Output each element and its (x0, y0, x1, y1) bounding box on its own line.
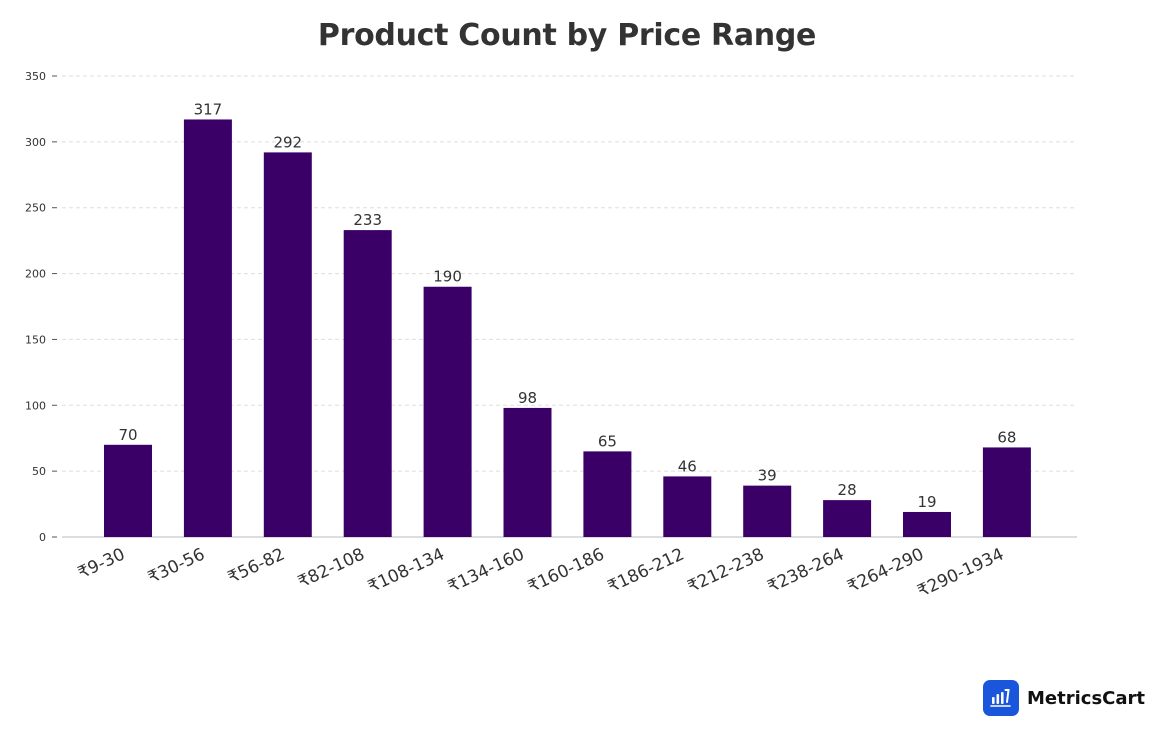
data-label: 65 (598, 432, 617, 450)
bar (183, 119, 232, 538)
y-tick-label: 50 (32, 465, 46, 478)
data-label: 46 (678, 457, 697, 475)
data-label: 19 (917, 493, 936, 511)
y-tick-label: 300 (25, 136, 46, 149)
data-label: 39 (758, 467, 777, 485)
data-label: 98 (518, 389, 537, 407)
data-label: 292 (273, 133, 302, 151)
x-tick-label: ₹186-212 (605, 544, 688, 597)
y-tick-label: 150 (25, 333, 46, 346)
brand-name: MetricsCart (1027, 687, 1145, 709)
brand-logo: MetricsCart (983, 680, 1145, 716)
bar (823, 500, 872, 537)
bar (423, 286, 472, 537)
x-tick-label: ₹160-186 (525, 544, 608, 597)
y-tick-label: 100 (25, 399, 46, 412)
x-tick-label: ₹238-264 (765, 544, 848, 597)
data-label: 70 (118, 426, 137, 444)
y-tick-label: 350 (25, 70, 46, 83)
data-label: 190 (433, 268, 462, 286)
data-label: 68 (997, 428, 1016, 446)
x-tick-label: ₹264-290 (844, 544, 927, 597)
data-label: 317 (194, 100, 223, 118)
x-tick-label: ₹9-30 (75, 544, 128, 583)
bar (903, 511, 951, 537)
x-tick-label: ₹134-160 (445, 544, 528, 597)
x-tick-label: ₹82-108 (295, 544, 368, 592)
bar (663, 476, 712, 537)
y-tick-label: 250 (25, 202, 46, 215)
data-label: 28 (838, 481, 857, 499)
y-tick-label: 200 (25, 268, 46, 281)
bars (104, 119, 1031, 538)
bar (343, 230, 392, 537)
bar (982, 447, 1031, 537)
bar (503, 407, 552, 537)
chart-title: Product Count by Price Range (317, 18, 817, 53)
x-axis: ₹9-30 ₹30-56 ₹56-82 ₹82-108₹108-134₹134-160… (75, 544, 1007, 601)
bar (104, 444, 152, 537)
x-tick-label: ₹212-238 (685, 544, 768, 597)
x-tick-label: ₹108-134 (365, 544, 448, 597)
y-tick-label: 0 (39, 531, 46, 544)
data-label: 233 (353, 211, 382, 229)
data-labels: 70 317 292 233 190 98 65 46 39 28 19 68 (118, 100, 1016, 511)
x-tick-label: ₹290-1934 (915, 544, 1007, 601)
bar (583, 451, 632, 537)
bar-chart-icon (983, 680, 1019, 716)
bar (263, 152, 312, 537)
x-tick-label: ₹56-82 (225, 544, 288, 588)
x-tick-label: ₹30-56 (145, 544, 208, 588)
bar (743, 485, 792, 537)
